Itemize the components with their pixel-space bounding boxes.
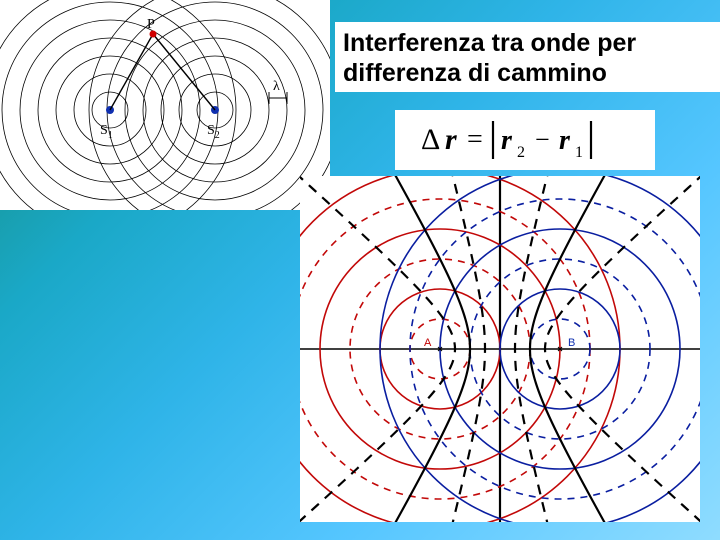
formula-box: Δ r = r 2 − r 1 — [395, 110, 655, 170]
label-b: B — [568, 337, 575, 349]
svg-text:r: r — [445, 123, 457, 156]
svg-text:1: 1 — [575, 144, 583, 161]
svg-text:−: − — [535, 125, 550, 154]
slide: S1 S2 P λ Interferenza tra onde per diff… — [0, 0, 720, 540]
formula-svg: Δ r = r 2 − r 1 — [415, 117, 635, 163]
svg-text:2: 2 — [517, 144, 525, 161]
svg-text:r: r — [501, 125, 513, 156]
two-source-svg: S1 S2 P λ — [0, 0, 330, 210]
svg-text:=: = — [467, 124, 483, 155]
label-lambda: λ — [273, 79, 280, 94]
circles-s2 — [89, 0, 330, 210]
label-s1: S1 — [100, 123, 113, 141]
svg-text:Δ: Δ — [421, 123, 440, 156]
circles-s1 — [0, 0, 236, 210]
svg-text:r: r — [559, 125, 571, 156]
panel-interference: A B — [300, 176, 700, 522]
label-s2: S2 — [207, 123, 220, 141]
interference-svg: A B — [300, 176, 700, 522]
line-s1-p — [110, 34, 153, 110]
title-line2: differenza di cammino — [343, 58, 713, 88]
title-line1: Interferenza tra onde per — [343, 28, 713, 58]
title-box: Interferenza tra onde per differenza di … — [335, 22, 720, 92]
panel-two-source: S1 S2 P λ — [0, 0, 330, 210]
label-p: P — [147, 17, 155, 32]
label-a: A — [424, 337, 432, 349]
